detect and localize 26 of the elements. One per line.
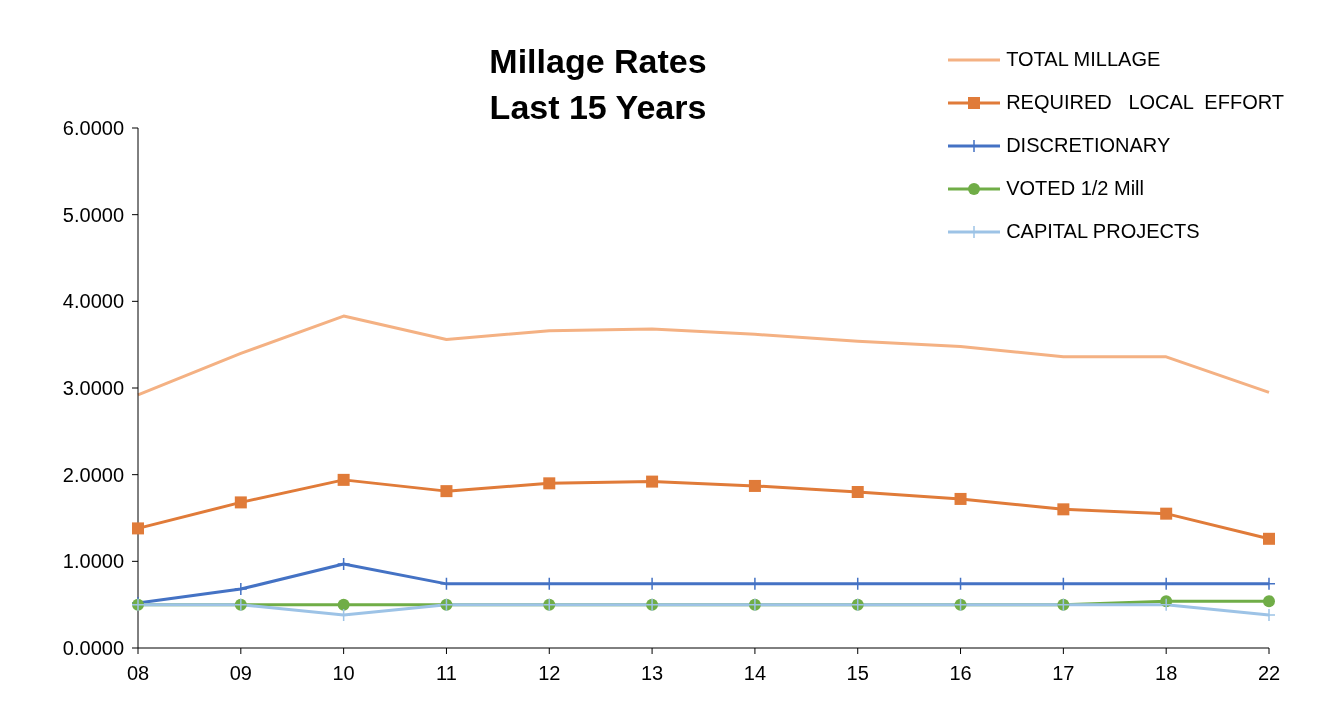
- y-tick-label: 2.0000: [62, 463, 124, 486]
- x-tick-label: 08: [126, 662, 150, 685]
- x-tick-label: 10: [332, 662, 355, 685]
- y-tick-label: 4.0000: [62, 290, 124, 313]
- y-tick-label: 6.0000: [62, 117, 124, 140]
- legend-label: DISCRETIONARY: [1006, 134, 1171, 157]
- x-tick-label: 11: [436, 662, 457, 685]
- legend-label: REQUIRED LOCAL EFFORT: [1006, 91, 1284, 114]
- x-tick-label: 13: [640, 662, 664, 685]
- y-tick-label: 3.0000: [62, 377, 124, 400]
- y-tick-label: 1.0000: [62, 550, 124, 573]
- legend-label: TOTAL MILLAGE: [1006, 48, 1161, 71]
- x-tick-label: 17: [1052, 662, 1075, 685]
- x-tick-label: 18: [1155, 662, 1178, 685]
- x-tick-label: 16: [949, 662, 972, 685]
- x-tick-label: 09: [229, 662, 252, 685]
- chart-title: Millage Rates: [488, 41, 708, 82]
- legend-label: CAPITAL PROJECTS: [1006, 220, 1200, 243]
- x-tick-label: 15: [846, 662, 869, 685]
- x-tick-label: 22: [1257, 662, 1281, 685]
- chart-subtitle: Last 15 Years: [488, 87, 708, 128]
- x-tick-label: 12: [538, 662, 561, 685]
- y-tick-label: 5.0000: [62, 203, 124, 226]
- legend-label: VOTED 1/2 Mill: [1006, 177, 1144, 200]
- y-tick-label: 0.0000: [62, 637, 124, 660]
- x-tick-label: 14: [743, 662, 767, 685]
